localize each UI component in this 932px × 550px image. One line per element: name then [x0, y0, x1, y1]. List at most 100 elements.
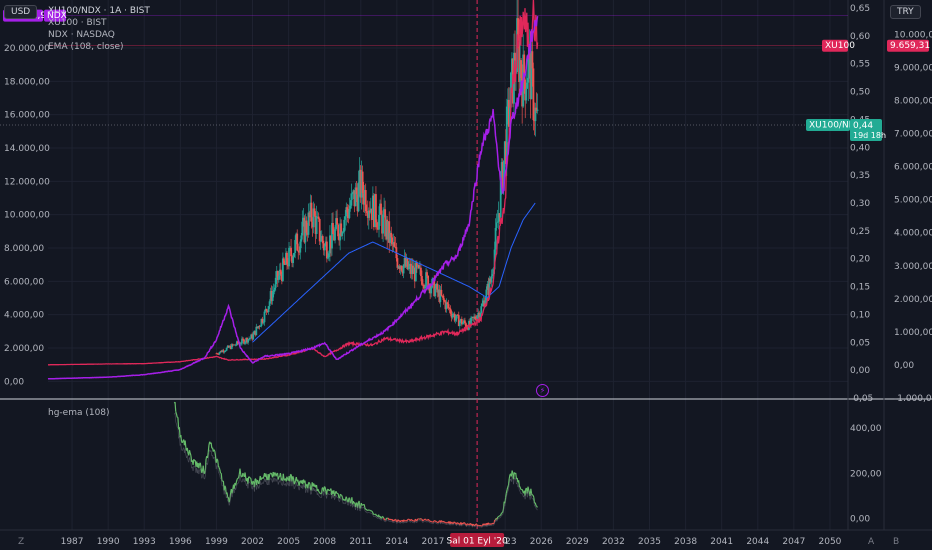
- lightning-icon[interactable]: ⚡: [536, 384, 549, 397]
- osc-line-segment: [518, 480, 520, 486]
- osc-signal-segment: [442, 522, 444, 524]
- ratio-candle: [356, 194, 359, 212]
- ratio-candle: [267, 306, 270, 312]
- osc-signal-segment: [483, 525, 486, 527]
- ratio-candle: [422, 284, 424, 286]
- osc-line-segment: [508, 474, 511, 479]
- ratio-candle: [289, 247, 291, 249]
- osc-tick-label: 0,00: [850, 515, 870, 525]
- ratio-candle: [280, 274, 283, 281]
- ratio-candle: [525, 88, 528, 101]
- osc-line-segment: [218, 467, 221, 470]
- ratio-candle: [473, 316, 476, 319]
- y-left-tick-label: 12.000,00: [4, 177, 50, 187]
- y-ratio-tick-label: 0,00: [850, 366, 870, 376]
- ratio-candle: [386, 219, 389, 240]
- ratio-candle: [413, 267, 416, 282]
- osc-line-segment: [418, 518, 421, 520]
- osc-signal-segment: [506, 491, 509, 495]
- osc-signal-segment: [500, 515, 502, 518]
- ratio-candle: [363, 190, 366, 205]
- ratio-candle: [255, 326, 258, 336]
- osc-line-segment: [407, 518, 409, 521]
- ratio-candle: [322, 243, 325, 251]
- ratio-candle: [441, 295, 444, 297]
- osc-signal-segment: [349, 501, 351, 507]
- ratio-candle: [481, 303, 484, 307]
- ratio-candle: [419, 267, 421, 269]
- currency-button-right[interactable]: TRY: [890, 5, 921, 19]
- ratio-candle: [519, 60, 522, 82]
- osc-line-segment: [393, 519, 396, 521]
- osc-line-segment: [240, 474, 243, 477]
- osc-line-segment: [403, 519, 406, 522]
- y-right-tick-label: 10.000,00: [894, 30, 932, 40]
- legend-main-symbol[interactable]: XU100/NDX · 1A · BIST: [48, 6, 150, 16]
- ratio-candle: [344, 216, 347, 220]
- ratio-candle: [340, 223, 343, 236]
- ratio-value-tag-bg: [850, 119, 882, 141]
- osc-line-segment: [383, 518, 386, 521]
- ratio-candle: [320, 236, 323, 242]
- osc-line-segment: [220, 473, 223, 481]
- ratio-candle: [365, 211, 368, 213]
- ratio-candle: [331, 223, 333, 249]
- osc-line-segment: [474, 523, 477, 526]
- x-tick-label: 2011: [349, 537, 372, 547]
- ratio-candle: [507, 99, 510, 127]
- osc-signal-segment: [441, 521, 443, 524]
- osc-signal-segment: [200, 473, 203, 479]
- osc-signal-segment: [403, 521, 405, 523]
- osc-signal-segment: [511, 476, 514, 479]
- ratio-candle: [233, 344, 236, 346]
- osc-line-segment: [500, 512, 503, 514]
- ratio-candle: [421, 276, 423, 285]
- osc-line-segment: [425, 519, 427, 521]
- osc-line-segment: [248, 476, 251, 479]
- ratio-candle: [287, 264, 289, 267]
- ratio-candle: [270, 291, 273, 302]
- osc-signal-segment: [500, 514, 503, 517]
- osc-signal-segment: [309, 489, 312, 495]
- osc-line-segment: [359, 507, 361, 509]
- ratio-candle: [342, 231, 345, 233]
- ndx-label-tag-bg: [44, 9, 66, 22]
- legend-xu100[interactable]: XU100 · BIST: [48, 18, 107, 28]
- ratio-candle: [308, 212, 311, 218]
- legend-ndx[interactable]: NDX · NASDAQ: [48, 30, 115, 40]
- osc-signal-segment: [433, 522, 435, 524]
- osc-signal-segment: [437, 523, 439, 525]
- ratio-candle: [379, 203, 381, 216]
- ratio-candle: [249, 338, 252, 339]
- ratio-candle: [372, 195, 375, 228]
- osc-signal-segment: [207, 459, 209, 465]
- osc-line-segment: [204, 458, 207, 471]
- crosshair-date-label: Sal 01 Eyl '20: [447, 537, 508, 547]
- ratio-candle: [382, 214, 384, 234]
- osc-line-segment: [184, 440, 187, 448]
- legend-ema[interactable]: EMA (108, close): [48, 42, 124, 52]
- ratio-candle: [402, 264, 405, 274]
- osc-line-segment: [365, 508, 368, 511]
- osc-line-segment: [226, 492, 229, 498]
- osc-line-segment: [489, 523, 491, 525]
- osc-line-segment: [445, 521, 447, 524]
- osc-signal-segment: [489, 524, 491, 526]
- osc-signal-segment: [265, 478, 268, 484]
- osc-signal-segment: [321, 492, 323, 498]
- ratio-candle: [261, 318, 264, 323]
- ratio-candle: [518, 35, 520, 82]
- osc-signal-segment: [178, 436, 181, 446]
- osc-line-segment: [492, 522, 494, 525]
- currency-button-left[interactable]: USD: [4, 5, 38, 19]
- crosshair-date-tag: [450, 533, 505, 547]
- ratio-candle: [498, 213, 501, 218]
- osc-line-segment: [521, 489, 524, 492]
- osc-signal-segment: [239, 474, 242, 480]
- osc-line-segment: [235, 481, 237, 486]
- osc-signal-segment: [280, 482, 283, 486]
- ratio-candle: [489, 278, 492, 283]
- osc-line-segment: [275, 473, 278, 477]
- y-ratio-tick-label: 0,50: [850, 88, 870, 98]
